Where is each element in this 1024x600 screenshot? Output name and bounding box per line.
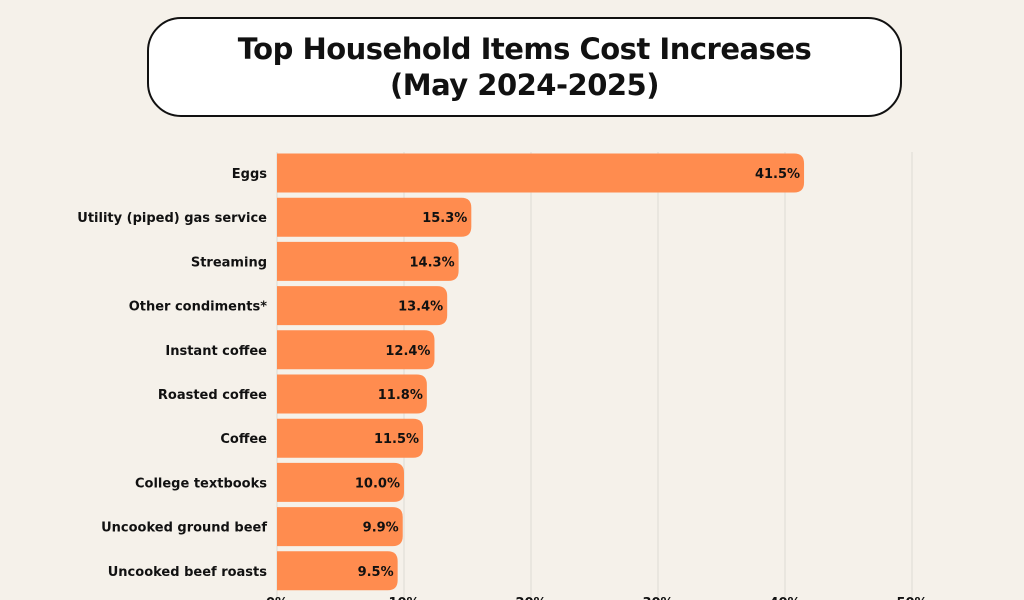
value-label: 41.5% — [755, 167, 800, 182]
chart-title-line-1: Top Household Items Cost Increases — [237, 32, 812, 66]
value-label: 9.9% — [363, 521, 399, 536]
category-label: Uncooked ground beef — [101, 521, 267, 536]
value-labels: 41.5% 15.3% 14.3% 13.4% 12.4% 11.8% 11.5% 10.0%… — [355, 167, 800, 580]
category-label: Other condiments* — [129, 300, 267, 315]
category-label: Instant coffee — [165, 344, 267, 359]
chart-title-box: Top Household Items Cost Increases (May … — [147, 17, 902, 117]
x-tick-label: 0% — [266, 596, 288, 600]
x-axis-ticks: 0% 10% 20% 30% 40% 50% — [266, 596, 928, 600]
value-label: 12.4% — [385, 344, 430, 359]
bar — [277, 551, 398, 591]
bar — [277, 330, 435, 370]
category-label: Uncooked beef roasts — [108, 565, 268, 580]
value-label: 9.5% — [358, 565, 394, 580]
x-tick-label: 40% — [769, 596, 800, 600]
category-label: Utility (piped) gas service — [77, 211, 267, 226]
bar — [277, 241, 459, 281]
value-label: 11.8% — [378, 388, 423, 403]
bar — [277, 197, 472, 237]
bar — [277, 374, 427, 414]
category-label: College textbooks — [135, 476, 267, 491]
x-tick-label: 10% — [388, 596, 419, 600]
value-label: 10.0% — [355, 476, 400, 491]
bar — [277, 153, 805, 193]
x-tick-label: 50% — [896, 596, 927, 600]
category-label: Streaming — [191, 255, 267, 270]
bar — [277, 462, 404, 502]
bar — [277, 286, 448, 326]
x-tick-label: 20% — [515, 596, 546, 600]
bar — [277, 418, 424, 458]
value-label: 14.3% — [410, 255, 455, 270]
category-label: Eggs — [232, 167, 267, 182]
bar — [277, 507, 403, 547]
x-tick-label: 30% — [642, 596, 673, 600]
value-label: 13.4% — [398, 300, 443, 315]
category-label: Coffee — [220, 432, 267, 447]
value-label: 11.5% — [374, 432, 419, 447]
chart-title-line-2: (May 2024-2025) — [389, 68, 660, 102]
category-labels: Eggs Utility (piped) gas service Streaming… — [77, 167, 267, 580]
category-label: Roasted coffee — [158, 388, 267, 403]
bars — [277, 153, 805, 591]
value-label: 15.3% — [422, 211, 467, 226]
